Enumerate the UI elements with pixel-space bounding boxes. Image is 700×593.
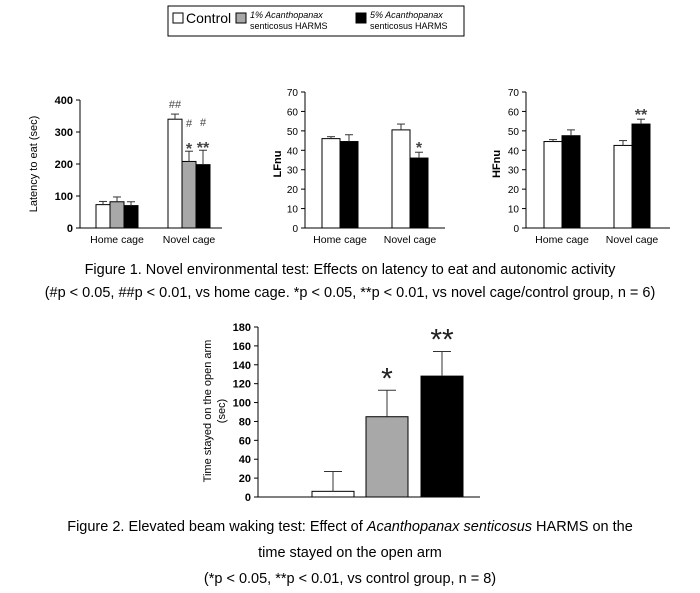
open-arm-y-tick-label: 180	[233, 322, 251, 334]
figure2-caption-prefix: Figure 2. Elevated beam waking test: Eff…	[67, 519, 367, 535]
lfnu-ylabel: LFnu	[272, 151, 284, 178]
latency-bar	[123, 205, 139, 229]
hfnu-bar	[561, 135, 581, 229]
legend-swatch-low-dose	[235, 12, 247, 24]
figure2-caption-line3: (*p < 0.05, **p < 0.01, vs control group…	[203, 571, 497, 587]
latency-category-label: Novel cage	[163, 234, 216, 246]
hfnu-y-tick-label: 50	[508, 127, 520, 138]
latency-y-tick-label: 200	[55, 159, 73, 171]
open-arm-y-tick-label: 100	[233, 398, 251, 410]
open-arm-ylabel-line2: (sec)	[216, 399, 228, 423]
latency-bar	[95, 204, 111, 229]
hfnu-y-tick-label: 30	[508, 166, 520, 177]
hfnu-y-tick-label: 0	[513, 224, 519, 235]
figure1-caption-line2: (#p < 0.05, ##p < 0.01, vs home cage. *p…	[44, 285, 656, 301]
open-arm-significance-label: **	[430, 324, 454, 357]
latency-ylabel: Latency to eat (sec)	[28, 116, 40, 213]
open-arm-y-tick-label: 140	[233, 360, 251, 372]
lfnu-y-tick-label: 30	[287, 166, 299, 177]
lfnu-significance-label: *	[416, 140, 423, 157]
latency-significance-label: *	[186, 141, 193, 158]
legend-label-high-dose-line1: 5% Acanthopanax	[370, 10, 443, 20]
lfnu-bar	[321, 138, 341, 229]
latency-category-label: Home cage	[90, 234, 144, 246]
hfnu-y-tick-label: 70	[508, 88, 520, 99]
hfnu-ylabel: HFnu	[491, 150, 503, 178]
lfnu-y-tick-label: 0	[292, 224, 298, 235]
lfnu-bar	[409, 157, 429, 229]
hfnu-y-tick-label: 10	[508, 205, 520, 216]
hfnu-y-tick-label: 60	[508, 107, 520, 118]
legend-label-high-dose-line2: senticosus HARMS	[370, 21, 448, 31]
latency-bar	[109, 201, 125, 229]
open-arm-y-tick-label: 80	[239, 416, 251, 428]
open-arm-y-tick-label: 0	[245, 492, 251, 504]
latency-y-tick-label: 0	[67, 223, 73, 235]
lfnu-y-tick-label: 60	[287, 107, 299, 118]
open-arm-y-tick-label: 40	[239, 454, 251, 466]
lfnu-category-label: Novel cage	[384, 234, 437, 246]
open-arm-bar	[311, 490, 355, 498]
legend-frame	[167, 5, 465, 37]
open-arm-ylabel-line1: Time stayed on the open arm	[202, 340, 214, 483]
lfnu-bar	[391, 129, 411, 229]
lfnu-bar	[339, 141, 359, 229]
latency-significance-label: #	[186, 118, 193, 130]
legend-label-control: Control	[186, 10, 231, 26]
open-arm-y-tick-label: 160	[233, 341, 251, 353]
lfnu-category-label: Home cage	[313, 234, 367, 246]
figure2-caption-species: Acanthopanax senticosus	[366, 519, 533, 535]
hfnu-category-label: Novel cage	[606, 234, 659, 246]
latency-significance-label: #	[200, 117, 207, 129]
figure2-caption-line1: Figure 2. Elevated beam waking test: Eff…	[0, 519, 700, 535]
lfnu-y-tick-label: 40	[287, 146, 299, 157]
hfnu-bar	[631, 123, 651, 229]
lfnu-y-tick-label: 10	[287, 205, 299, 216]
latency-significance-label: ##	[169, 99, 182, 111]
hfnu-bar	[543, 141, 563, 229]
open-arm-bar	[365, 416, 409, 498]
legend-swatch-high-dose	[355, 12, 367, 24]
legend-swatch-control	[172, 12, 184, 24]
hfnu-significance-label: **	[635, 107, 648, 124]
hfnu-y-tick-label: 40	[508, 146, 520, 157]
figure2-caption-line2: time stayed on the open arm	[258, 545, 442, 561]
open-arm-y-tick-label: 20	[239, 473, 251, 485]
open-arm-y-tick-label: 120	[233, 379, 251, 391]
hfnu-category-label: Home cage	[535, 234, 589, 246]
legend-label-low-dose-line1: 1% Acanthopanax	[250, 10, 323, 20]
figure1-caption-line1: Figure 1. Novel environmental test: Effe…	[84, 262, 616, 278]
lfnu-y-tick-label: 70	[287, 88, 299, 99]
open-arm-y-tick-label: 60	[239, 435, 251, 447]
latency-y-tick-label: 100	[55, 191, 73, 203]
hfnu-y-tick-label: 20	[508, 185, 520, 196]
lfnu-y-tick-label: 50	[287, 127, 299, 138]
open-arm-bar	[420, 375, 464, 498]
latency-significance-label: **	[197, 140, 210, 157]
latency-bar	[167, 118, 183, 229]
hfnu-bar	[613, 144, 633, 229]
figure2-caption-suffix: HARMS on the	[532, 519, 633, 535]
lfnu-y-tick-label: 20	[287, 185, 299, 196]
latency-y-tick-label: 300	[55, 127, 73, 139]
latency-bar	[181, 160, 197, 229]
lfnu-chart: 0 10 20 30 40 50 60 70 Home cage Novel cage *	[287, 88, 445, 246]
open-arm-significance-label: *	[381, 362, 393, 395]
hfnu-chart: 0 10 20 30 40 50 60 70 Home cage Novel cage **	[508, 88, 670, 246]
legend: Control 1% Acanthopanax senticosus HARMS…	[167, 5, 465, 37]
legend-label-low-dose-line2: senticosus HARMS	[250, 21, 328, 31]
latency-bar	[195, 164, 211, 229]
latency-y-tick-label: 400	[55, 95, 73, 107]
